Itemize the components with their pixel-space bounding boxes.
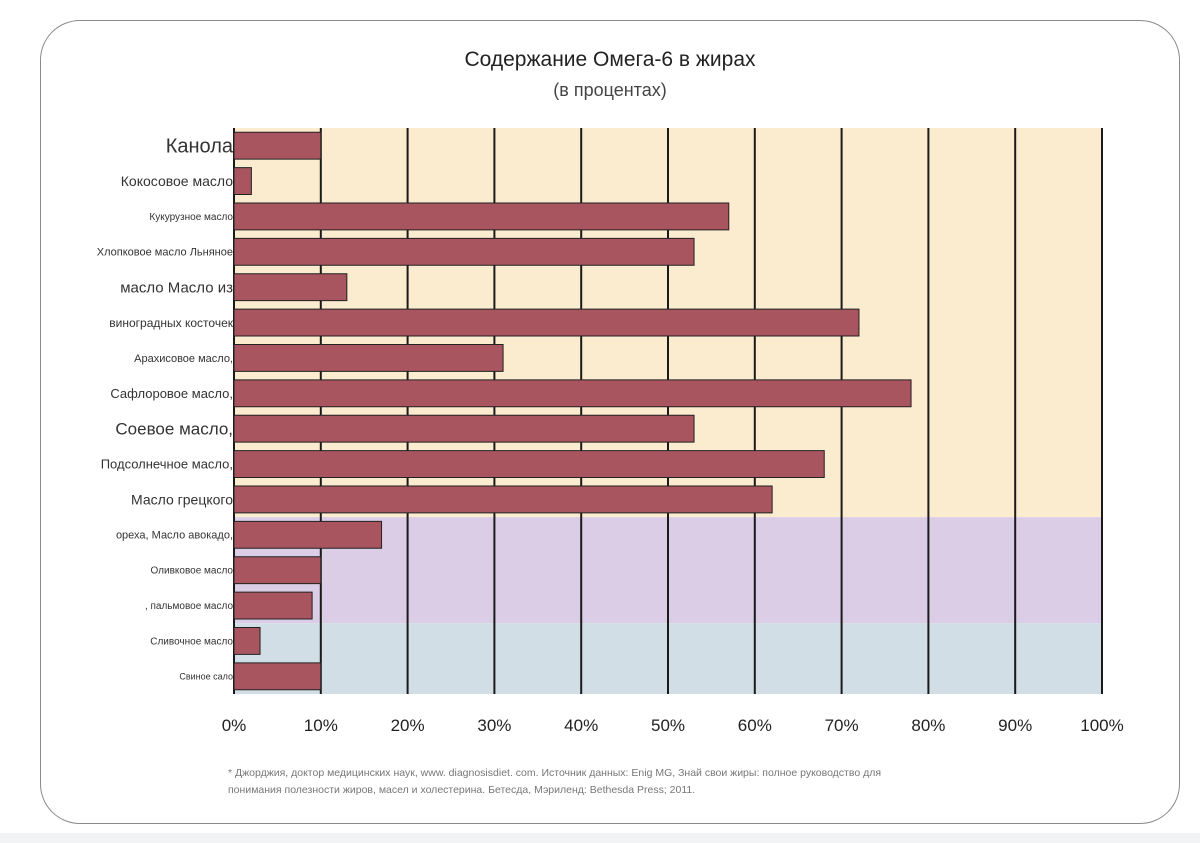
category-label: Масло грецкого [131,491,233,507]
category-label: Сафлоровое масло, [110,386,233,401]
chart-subtitle: (в процентах) [553,80,667,100]
x-tick-label: 60% [738,716,772,735]
x-tick-label: 50% [651,716,685,735]
bar [233,556,322,585]
category-label: Соевое масло, [115,420,233,439]
x-tick-label: 100% [1080,716,1123,735]
category-label: Подсолнечное масло, [101,457,233,472]
bar [233,485,773,514]
x-tick-label: 40% [564,716,598,735]
bar [233,202,730,231]
footnote-line-2: понимания полезности жиров, масел и холе… [228,784,696,796]
bar [233,237,695,266]
bar [233,131,322,160]
x-tick-label: 80% [911,716,945,735]
x-tick-label: 90% [998,716,1032,735]
x-tick-label: 10% [304,716,338,735]
category-label: Свиное сало [179,671,233,681]
bar [233,626,261,655]
category-label: масло Масло из [120,279,233,296]
bar [233,662,322,691]
bar [233,167,252,196]
chart-title: Содержание Омега-6 в жирах [464,48,756,71]
category-label: Арахисовое масло, [134,353,233,365]
category-label: виноградных косточек [109,316,233,330]
footnote-line-1: * Джорджия, доктор медицинских наук, www… [228,767,882,779]
category-label: Кокосовое масло [121,173,233,189]
bar [233,450,825,479]
bar [233,308,860,337]
x-tick-label: 70% [825,716,859,735]
category-label: ореха, Масло авокадо, [116,530,233,542]
bar [233,273,348,302]
bar [233,343,504,372]
bar [233,591,313,620]
category-label: Кукурузное масло [149,212,233,223]
category-label: Оливковое масло [151,566,234,577]
category-label: Сливочное масло [150,636,233,647]
footnote: * Джорджия, доктор медицинских наук, www… [228,765,1128,799]
bar [233,414,695,443]
category-label: Хлопковое масло Льняное [97,247,233,259]
category-label: Канола [166,136,234,158]
bar [233,379,912,408]
x-tick-label: 30% [477,716,511,735]
bottom-strip [0,833,1200,843]
bar [233,520,383,549]
category-label: , пальмовое масло [145,601,234,612]
x-tick-label: 0% [222,716,247,735]
x-tick-label: 20% [391,716,425,735]
